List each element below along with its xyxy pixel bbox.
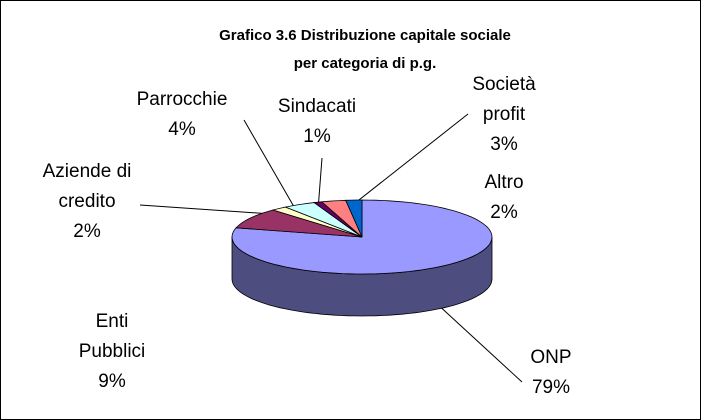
slice-percent: 2% [490,202,518,223]
slice-category: Società profit [472,74,536,125]
pie-slice [235,209,363,238]
slice-percent: 3% [490,134,518,155]
slice-category: ONP [530,347,572,368]
slice-label: Parrocchie 4% [122,85,242,145]
leader-line [344,113,469,212]
slice-label: Società profit 3% [459,70,549,160]
slice-percent: 2% [73,221,101,242]
leader-line [434,301,523,383]
leader-line [317,157,323,211]
leader-lines [139,113,523,383]
pie-slice [284,202,363,238]
slice-category: Parrocchie [136,89,228,110]
leader-line [243,119,298,213]
slice-percent: 9% [98,371,126,392]
slice-category: Enti Pubblici [78,311,146,362]
slice-category: Altro [484,172,524,193]
slice-percent: 4% [168,119,196,140]
slice-top [235,209,363,238]
slice-percent: 1% [303,126,331,147]
slice-percent: 79% [531,377,571,398]
slice-label: Enti Pubblici 9% [67,307,157,397]
slice-top [284,202,363,238]
slice-label: Aziende di credito 2% [17,157,157,247]
slice-category: Aziende di credito [42,161,132,212]
slice-label: Sindacati 1% [262,92,372,152]
slice-label: ONP 79% [511,343,591,403]
slice-category: Sindacati [277,96,357,117]
slice-top [345,199,363,238]
leader-line [139,204,273,215]
chart-title: Grafico 3.6 Distribuzione capitale socia… [219,27,511,72]
slice-label: Altro 2% [464,168,544,228]
pie-slice [345,199,363,238]
